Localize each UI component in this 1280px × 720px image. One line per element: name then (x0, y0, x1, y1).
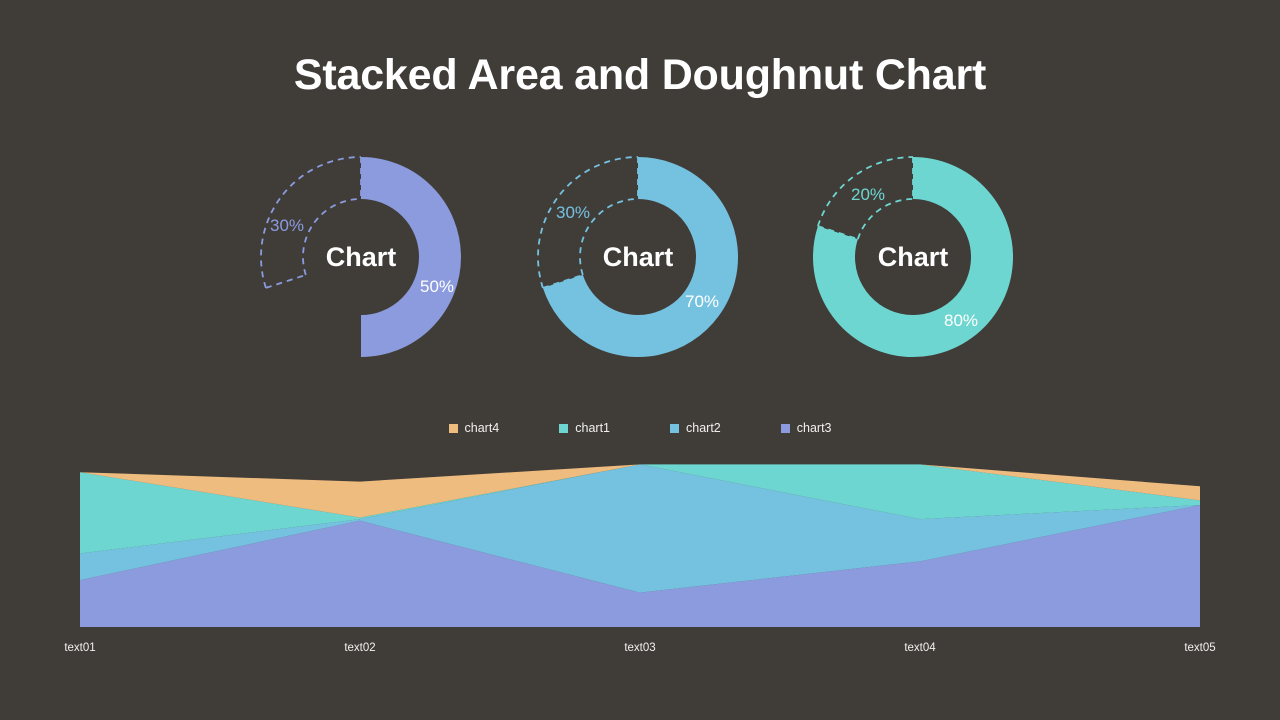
x-axis-label-text05: text05 (1184, 642, 1216, 654)
legend-swatch-chart4 (448, 423, 458, 433)
doughnut-3-remainder-label: 20% (851, 185, 886, 204)
legend-label-chart2: chart2 (686, 421, 721, 435)
legend-item-chart3[interactable]: chart3 (780, 421, 832, 435)
doughnut-remainder-outline (302, 198, 362, 276)
x-axis-label-text04: text04 (904, 642, 936, 654)
doughnut-3-value-label: 80% (944, 311, 979, 330)
area-band-chart1 (80, 464, 1200, 554)
doughnut-remainder-outline (856, 198, 914, 240)
doughnut-remainder-outline (537, 156, 639, 289)
doughnut-remainder-outline (542, 274, 584, 289)
page-title: Stacked Area and Doughnut Chart (293, 51, 987, 99)
area-band-chart3 (80, 505, 1200, 627)
x-axis-label-text03: text03 (624, 642, 656, 654)
legend-swatch-chart3 (780, 423, 790, 433)
doughnut-2-remainder-label: 30% (556, 203, 591, 222)
doughnut-remainder-outline (260, 156, 362, 289)
doughnut-value-arc (813, 157, 1013, 357)
doughnut-remainder-outline (817, 225, 859, 240)
legend-item-chart4[interactable]: chart4 (448, 421, 500, 435)
legend-swatch-chart2 (670, 423, 679, 433)
doughnut-value-arc (542, 157, 738, 357)
legend-label-chart4: chart4 (464, 421, 500, 435)
doughnut-remainder-outline (579, 198, 639, 276)
doughnut-remainder-outline (817, 156, 914, 227)
legend-swatch-chart1 (559, 423, 569, 433)
legend-label-chart1: chart1 (575, 421, 610, 435)
doughnut-2-value-label: 70% (685, 292, 720, 311)
doughnut-1-remainder-label: 30% (270, 216, 305, 235)
doughnut-value-arc (360, 157, 461, 357)
legend-item-chart2[interactable]: chart2 (670, 421, 721, 435)
doughnut-1-value-label: 50% (420, 277, 455, 296)
x-axis-labels: text01 text02 text03 text04 text05 (0, 641, 1280, 657)
x-axis-label-text02: text02 (344, 642, 376, 654)
doughnut-remainder-outline (265, 274, 307, 289)
area-chart-legend: chart4 chart1 chart2 chart3 (0, 421, 1280, 435)
legend-item-chart1[interactable]: chart1 (559, 421, 610, 435)
doughnut-3-graphic (813, 156, 1013, 357)
area-band-chart4 (80, 464, 1200, 518)
doughnut-2-graphic (537, 156, 738, 357)
x-axis-label-text01: text01 (64, 642, 96, 654)
legend-label-chart3: chart3 (796, 421, 832, 435)
doughnut-1-graphic (260, 156, 461, 357)
area-band-chart2 (80, 464, 1200, 593)
